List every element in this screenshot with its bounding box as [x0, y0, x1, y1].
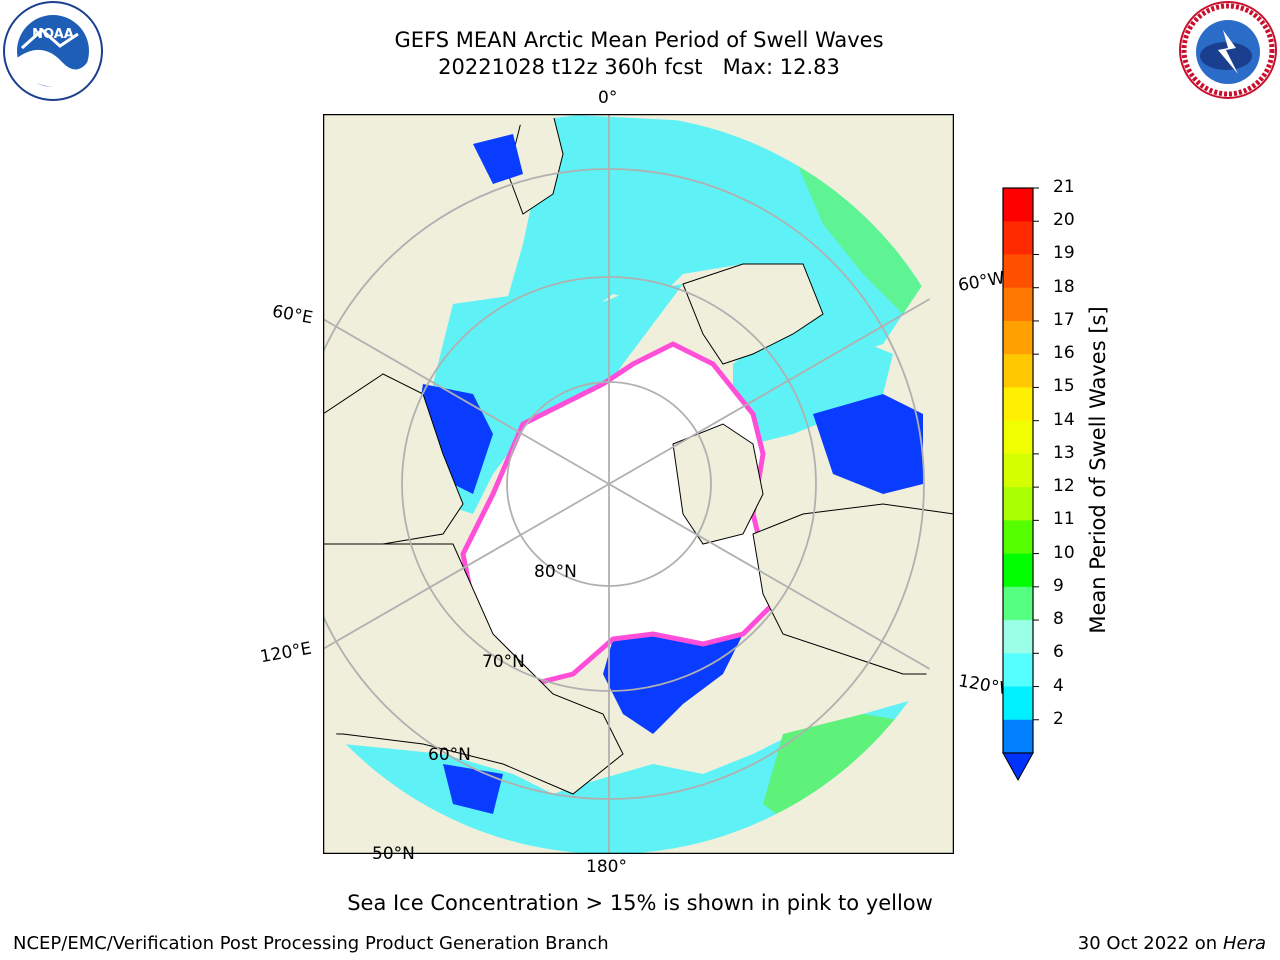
footer-credit: NCEP/EMC/Verification Post Processing Pr… [13, 933, 609, 954]
lat-label-60n: 60°N [428, 745, 471, 765]
colorbar-segment [1003, 420, 1033, 455]
nws-logo [1179, 1, 1277, 99]
colorbar-segment [1003, 520, 1033, 555]
colorbar-tick-label: 21 [1053, 177, 1075, 197]
colorbar-segment [1003, 387, 1033, 422]
colorbar-tick-label: 4 [1053, 675, 1064, 696]
colorbar-tick-label: 9 [1053, 575, 1064, 596]
colorbar-tick-label: 12 [1053, 476, 1075, 497]
colorbar-tick-label: 13 [1053, 442, 1075, 463]
colorbar-segment [1003, 620, 1033, 654]
lon-label-0: 0° [598, 88, 618, 108]
colorbar-extension [1002, 752, 1034, 782]
colorbar-segment [1003, 553, 1033, 588]
colorbar-tick-label: 6 [1053, 642, 1064, 663]
polar-map [323, 114, 954, 854]
graticule [323, 114, 954, 854]
colorbar-segment [1003, 221, 1033, 255]
lat-label-50n: 50°N [372, 844, 415, 864]
short-swell-chukchi [603, 634, 743, 734]
lon-label-180: 180° [586, 857, 627, 877]
colorbar-segment [1003, 586, 1033, 621]
colorbar-tick-label: 18 [1053, 276, 1075, 297]
chart-subtitle: 20221028 t12z 360h fcst Max: 12.83 [438, 55, 840, 79]
colorbar-segment [1003, 354, 1033, 388]
lat-label-70n: 70°N [482, 652, 525, 672]
footer-date-text: 30 Oct 2022 on [1077, 933, 1223, 954]
footer-host: Hera [1222, 933, 1266, 954]
colorbar-label: Mean Period of Swell Waves [s] [1086, 306, 1110, 634]
colorbar-tick-label: 2 [1053, 708, 1064, 729]
short-swell-okhotsk [443, 764, 503, 814]
sea-ice-caption: Sea Ice Concentration > 15% is shown in … [347, 891, 933, 915]
land-canadian-archipelago [672, 423, 764, 545]
lon-label-60w: 60°W [956, 268, 1007, 296]
colorbar-segment [1003, 287, 1033, 322]
colorbar-segment [1003, 188, 1033, 222]
colorbar [1002, 187, 1039, 782]
colorbar-tick-label: 16 [1053, 343, 1075, 364]
colorbar-segment [1003, 320, 1033, 355]
colorbar-tick-label: 14 [1053, 409, 1075, 430]
colorbar-tick-label: 11 [1053, 509, 1075, 530]
colorbar-tick-label: 8 [1053, 609, 1064, 630]
short-swell-baltic [473, 134, 523, 184]
colorbar-segment [1003, 487, 1033, 521]
colorbar-tick-label: 15 [1053, 376, 1075, 397]
swell-area-barents [433, 284, 683, 514]
lon-label-120e: 120°E [258, 638, 314, 668]
colorbar-segment [1003, 254, 1033, 289]
colorbar-segment [1003, 453, 1033, 488]
land-greenland [682, 263, 824, 365]
lon-label-60e: 60°E [270, 301, 315, 329]
colorbar-segment [1003, 719, 1033, 754]
colorbar-tick-label: 10 [1053, 542, 1075, 563]
noaa-logo-text: NOAA [32, 27, 74, 42]
chart-title: GEFS MEAN Arctic Mean Period of Swell Wa… [394, 28, 884, 52]
colorbar-segment [1003, 653, 1033, 688]
colorbar-tick-label: 17 [1053, 309, 1075, 330]
footer-date: 30 Oct 2022 on Hera [1078, 933, 1266, 954]
colorbar-tick-label: 20 [1053, 210, 1075, 231]
noaa-logo: NOAA [3, 1, 103, 101]
lat-label-80n: 80°N [534, 562, 577, 582]
short-swell-hudson [813, 394, 923, 494]
colorbar-tick-label: 19 [1053, 243, 1075, 264]
swell-area-atlantic-long-period [793, 154, 923, 314]
colorbar-segment [1003, 686, 1033, 721]
swell-area-baffin [733, 314, 893, 444]
